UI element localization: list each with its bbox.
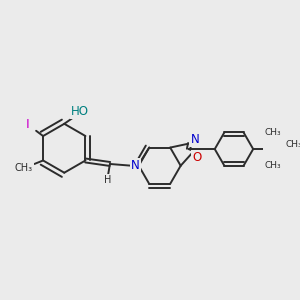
Text: CH₃: CH₃	[285, 140, 300, 149]
Text: H: H	[104, 175, 112, 185]
Text: I: I	[26, 118, 29, 131]
Text: CH₃: CH₃	[264, 161, 281, 170]
Text: O: O	[192, 152, 201, 164]
Text: CH₃: CH₃	[264, 128, 281, 137]
Text: HO: HO	[71, 105, 89, 118]
Text: N: N	[190, 133, 199, 146]
Text: N: N	[131, 159, 140, 172]
Text: CH₃: CH₃	[15, 163, 33, 173]
